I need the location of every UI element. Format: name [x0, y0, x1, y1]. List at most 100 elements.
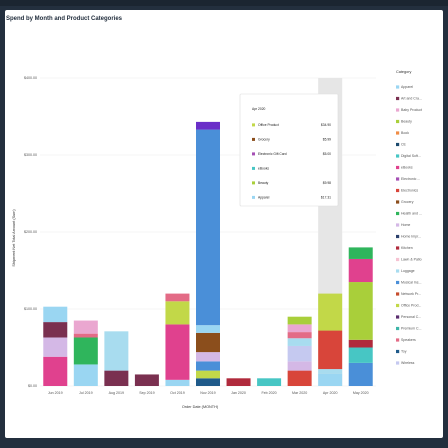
legend-swatch	[396, 234, 400, 239]
bar-segment	[165, 293, 190, 302]
bar-segment	[318, 373, 343, 386]
bar-segment	[287, 316, 312, 325]
x-tick-label: Jun 2019	[48, 391, 63, 395]
bar-segment	[165, 301, 190, 325]
legend-label: Art and Cra...	[401, 97, 422, 101]
bar-segment	[104, 331, 129, 371]
legend-label: Electronic ...	[401, 177, 420, 181]
bar-segment	[287, 345, 312, 362]
y-axis-label: Shipment Net Total Amount (Sum)	[12, 209, 16, 267]
legend-label: Office Prod...	[401, 304, 421, 308]
bar-segment	[196, 121, 220, 130]
tooltip-row-label: eBooks	[258, 167, 269, 171]
y-tick-label: $0.00	[28, 384, 37, 388]
tooltip-row-value: $5.99	[323, 138, 331, 142]
legend-label: Network Pr...	[401, 292, 421, 296]
x-axis-label: Order Date (MONTH)	[182, 405, 219, 409]
bar-segment	[196, 378, 220, 386]
y-tick-label: $400.00	[24, 76, 37, 80]
legend-label: Lawn & Patio	[401, 258, 422, 262]
tooltip-row-label: Beauty	[258, 181, 269, 185]
tooltip-swatch	[252, 181, 255, 185]
bar-segment	[348, 247, 373, 259]
bar-segment	[226, 378, 251, 386]
x-tick-label: May 2020	[353, 391, 369, 395]
bar-segment	[196, 129, 220, 326]
legend-label: Digital Soft...	[401, 154, 421, 158]
legend-swatch	[396, 85, 400, 89]
legend: Category Apparel Art and Cra... Baby Produ…	[396, 70, 422, 365]
legend-swatch	[396, 131, 400, 135]
bar-segment	[348, 282, 373, 340]
bar-segment	[287, 332, 312, 339]
x-tick-label: Sep 2019	[139, 391, 154, 395]
legend-label: Beauty	[401, 120, 412, 124]
legend-label: Apparel	[401, 85, 413, 89]
y-tick-label: $300.00	[24, 153, 37, 157]
bar-segment	[73, 364, 98, 386]
legend-title: Category	[396, 70, 412, 74]
legend-swatch	[396, 315, 400, 319]
bar-segment	[287, 361, 312, 371]
bar-segment	[348, 258, 373, 283]
legend-swatch	[396, 257, 400, 262]
bar-segment	[43, 306, 68, 323]
legend-label: Musical Ins...	[401, 281, 421, 285]
bars	[43, 121, 373, 386]
top-bar	[0, 0, 448, 6]
tooltip-title: Apr 2020	[252, 107, 266, 111]
bar-segment	[73, 337, 98, 365]
legend-swatch	[396, 119, 400, 124]
x-tick-label: Jan 2020	[231, 391, 246, 395]
legend-swatch	[396, 349, 400, 354]
bar-segment	[43, 337, 68, 357]
legend-label: Speakers	[401, 338, 416, 342]
legend-label: Kitchen	[401, 246, 413, 250]
legend-swatch	[396, 211, 400, 216]
bar-segment	[196, 332, 220, 353]
tooltip-row-label: Grocery	[258, 138, 270, 142]
bar-segment	[196, 352, 220, 362]
x-tick-label: Apr 2020	[323, 391, 338, 395]
legend-swatch	[396, 338, 400, 342]
legend-swatch	[396, 165, 400, 170]
bar-segment	[287, 370, 312, 386]
tooltip-swatch	[252, 195, 255, 199]
legend-label: CE	[401, 143, 407, 147]
bar-segment	[348, 339, 373, 348]
tooltip-box	[239, 93, 339, 207]
legend-swatch	[396, 200, 400, 204]
tooltip-row-label: Electronic Gift Card	[258, 152, 287, 156]
tooltip-row-value: $17.31	[321, 196, 331, 200]
tooltip-swatch	[252, 166, 255, 170]
legend-label: eBooks	[401, 166, 413, 170]
legend-swatch	[396, 108, 400, 112]
bar-segment	[318, 330, 343, 370]
legend-label: Health and ...	[401, 212, 422, 216]
tooltip-rows: Office Product $34.90 Grocery $5.99 Electron…	[252, 123, 331, 200]
legend-label: Baby Product	[401, 108, 422, 112]
legend-label: Book	[401, 131, 409, 135]
tooltip-swatch	[252, 137, 255, 141]
legend-label: Home	[401, 223, 410, 227]
x-tick-label: Jul 2019	[79, 391, 93, 395]
legend-label: Personal C...	[401, 315, 421, 319]
bar-segment	[287, 324, 312, 333]
legend-swatch	[396, 292, 400, 296]
legend-swatch	[396, 303, 400, 308]
x-tick-label: Oct 2019	[170, 391, 185, 395]
legend-swatch	[396, 280, 400, 285]
legend-swatch	[396, 96, 400, 101]
bar-segment	[43, 322, 68, 338]
bar-segment	[257, 378, 282, 386]
bar-segment	[348, 347, 373, 363]
y-axis-ticks: $0.00 $100.00 $200.00 $300.00 $400.00	[24, 76, 37, 388]
legend-label: Electronics	[401, 189, 418, 193]
legend-swatch	[396, 154, 400, 158]
x-tick-label: Nov 2019	[200, 391, 215, 395]
tooltip-row-label: Apparel	[258, 196, 270, 200]
bar-segment	[134, 374, 159, 386]
tooltip-swatch	[252, 152, 255, 156]
legend-label: Toy	[401, 350, 407, 354]
